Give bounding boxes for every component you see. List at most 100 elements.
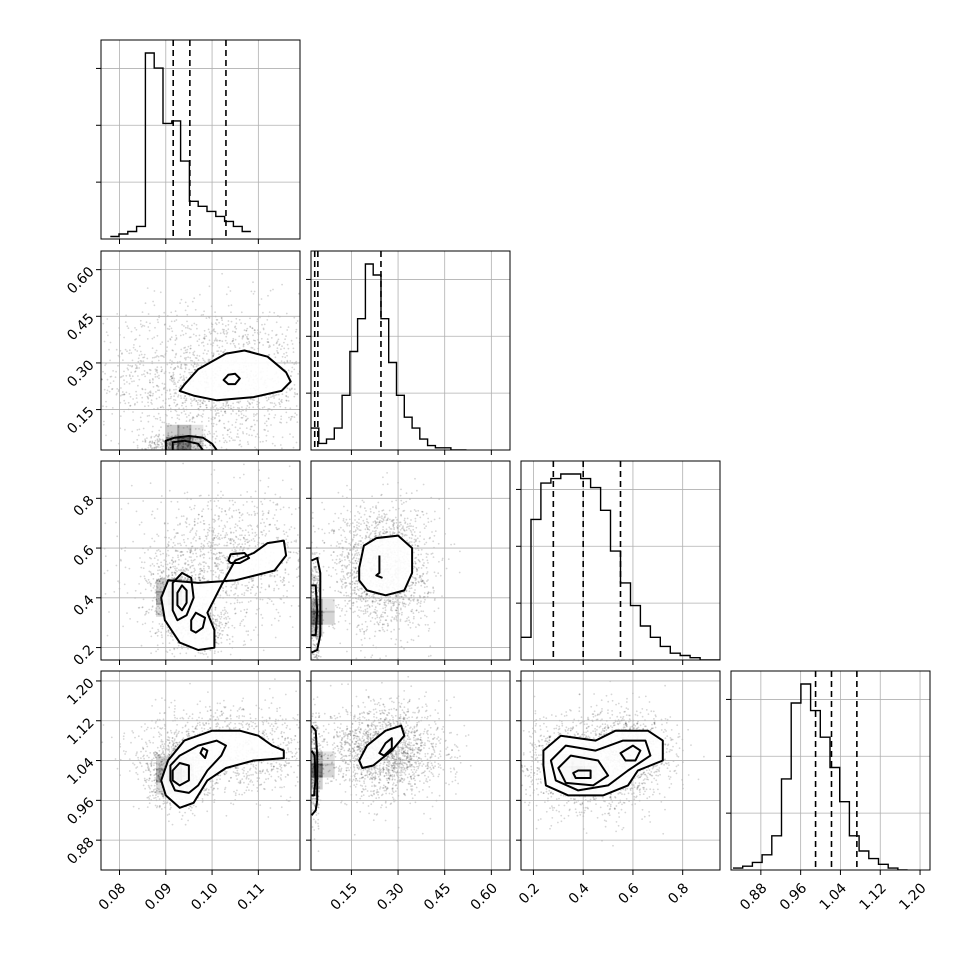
scatter-point	[132, 346, 135, 349]
scatter-point	[156, 407, 159, 410]
scatter-point	[220, 552, 223, 554]
scatter-point	[341, 482, 343, 484]
scatter-point	[268, 530, 271, 532]
scatter-point	[189, 437, 192, 440]
scatter-point	[213, 603, 216, 605]
scatter-point	[433, 534, 436, 537]
scatter-point	[216, 319, 219, 321]
scatter-point	[238, 407, 241, 410]
scatter-point	[169, 450, 171, 452]
scatter-point	[183, 410, 186, 413]
scatter-point	[201, 652, 204, 655]
scatter-point	[238, 410, 240, 413]
scatter-point	[167, 462, 169, 464]
scatter-point	[172, 373, 175, 376]
scatter-point	[202, 456, 204, 458]
scatter-point	[226, 555, 229, 558]
scatter-point	[219, 618, 222, 620]
scatter-point	[153, 441, 156, 444]
scatter-point	[172, 349, 174, 352]
scatter-point	[155, 368, 158, 371]
scatter-point	[149, 395, 152, 397]
scatter-point	[330, 582, 332, 584]
scatter-point	[175, 549, 178, 552]
scatter-point	[190, 550, 193, 553]
scatter-point	[50, 388, 52, 390]
scatter-point	[108, 390, 111, 393]
scatter-point	[244, 615, 247, 618]
scatter-point	[209, 444, 212, 447]
scatter-point	[177, 381, 179, 384]
scatter-point	[149, 440, 152, 443]
scatter-point	[110, 439, 113, 442]
scatter-point	[215, 557, 218, 560]
scatter-point	[334, 347, 336, 349]
scatter-point	[137, 606, 140, 609]
scatter-point	[174, 422, 177, 424]
scatter-point	[231, 555, 234, 557]
scatter-point	[181, 323, 184, 326]
scatter-point	[306, 287, 308, 289]
scatter-point	[260, 578, 262, 580]
scatter-point	[245, 427, 248, 429]
scatter-point	[73, 355, 75, 357]
scatter-point	[206, 433, 209, 436]
scatter-point	[187, 356, 190, 359]
scatter-point	[229, 431, 232, 434]
scatter-point	[277, 619, 280, 622]
scatter-point	[167, 631, 170, 633]
scatter-point	[173, 447, 176, 450]
scatter-point	[273, 587, 276, 590]
scatter-point	[220, 561, 223, 563]
scatter-point	[242, 548, 245, 551]
scatter-point	[423, 543, 426, 546]
scatter-point	[374, 532, 376, 535]
scatter-point	[282, 530, 285, 533]
scatter-point	[245, 611, 248, 614]
scatter-point	[250, 525, 253, 527]
scatter-point	[191, 400, 193, 402]
density-panel-0-1	[165, 424, 204, 450]
scatter-point	[136, 350, 139, 352]
scatter-point	[259, 598, 262, 601]
scatter-point	[356, 579, 358, 582]
scatter-point	[263, 406, 266, 408]
scatter-point	[279, 508, 282, 511]
scatter-point	[91, 387, 93, 389]
scatter-point	[213, 537, 216, 539]
scatter-point	[142, 360, 145, 363]
scatter-point	[131, 430, 134, 433]
scatter-point	[277, 587, 280, 590]
density-cell	[189, 424, 204, 439]
scatter-point	[156, 580, 159, 582]
scatter-point	[196, 555, 198, 558]
scatter-point	[303, 521, 305, 523]
scatter-point	[169, 444, 172, 447]
scatter-point	[171, 559, 174, 561]
scatter-point	[218, 615, 221, 618]
scatter-point	[175, 451, 177, 453]
scatter-point	[276, 574, 279, 576]
scatter-point	[158, 433, 161, 436]
scatter-point	[103, 340, 106, 343]
scatter-point	[193, 567, 196, 570]
scatter-point	[217, 499, 220, 502]
scatter-point	[209, 499, 212, 502]
scatter-point	[308, 614, 310, 616]
scatter-point	[201, 401, 204, 404]
scatter-point	[167, 629, 170, 632]
scatter-point	[143, 325, 146, 327]
scatter-point	[203, 561, 206, 564]
scatter-point	[395, 609, 398, 612]
scatter-point	[212, 529, 215, 532]
scatter-point	[232, 551, 235, 553]
scatter-point	[138, 378, 141, 381]
scatter-point	[126, 381, 128, 383]
scatter-point	[168, 441, 171, 444]
scatter-point	[248, 577, 251, 580]
scatter-point	[224, 534, 227, 537]
scatter-point	[202, 400, 205, 402]
scatter-point	[120, 458, 122, 460]
scatter-point	[156, 533, 159, 536]
scatter-point	[153, 446, 156, 449]
